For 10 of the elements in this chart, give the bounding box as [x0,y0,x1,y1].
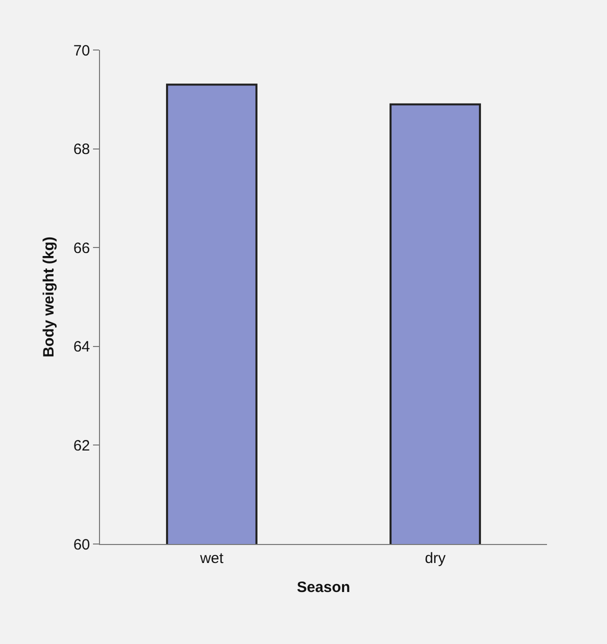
y-axis-title: Body weight (kg) [40,236,58,358]
y-tick-label: 64 [73,338,90,356]
y-tick-label: 62 [73,437,90,454]
y-tick-label: 60 [73,536,90,554]
x-tick-label: wet [199,550,224,567]
y-tick-label: 70 [73,42,90,60]
y-tick-label: 66 [73,240,90,257]
y-tick-label: 68 [73,141,90,158]
x-tick-label: dry [424,550,446,567]
x-axis-title: Season [296,579,350,596]
